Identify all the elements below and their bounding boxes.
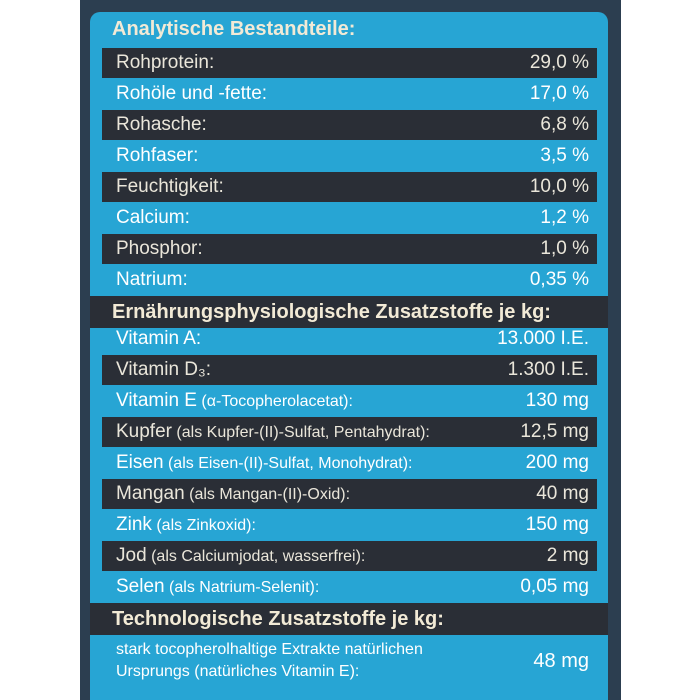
table-row: Vitamin D₃: 1.300 I.E. xyxy=(102,355,597,385)
row-name-note: (als Eisen-(II)-Sulfat, Monohydrat): xyxy=(163,455,413,472)
row-name: Jod (als Calciumjodat, wasserfrei): xyxy=(116,545,365,567)
table-row: Selen (als Natrium-Selenit): 0,05 mg xyxy=(102,572,597,602)
row-name-note: (als Calciumjodat, wasserfrei): xyxy=(146,548,366,565)
row-value: 48 mg xyxy=(533,649,589,672)
row-value: 1,2 % xyxy=(540,207,589,228)
row-value: 200 mg xyxy=(525,452,589,473)
row-value: 40 mg xyxy=(536,483,589,504)
table-row: Phosphor: 1,0 % xyxy=(102,234,597,264)
row-value: 0,35 % xyxy=(529,269,589,290)
table-row: Eisen (als Eisen-(II)-Sulfat, Monohydrat… xyxy=(102,448,597,478)
row-name-main: Eisen xyxy=(116,452,164,473)
table-row: Mangan (als Mangan-(II)-Oxid): 40 mg xyxy=(102,479,597,509)
row-name: Kupfer (als Kupfer-(II)-Sulfat, Pentahyd… xyxy=(116,421,430,443)
section-header-technological-additives: Technologische Zusatzstoffe je kg: xyxy=(90,603,608,635)
row-value: 10,0 % xyxy=(529,176,589,197)
row-name: Rohöle und -fette: xyxy=(116,83,268,104)
row-value: 6,8 % xyxy=(540,114,589,135)
row-name: Vitamin E (α-Tocopherolacetat): xyxy=(116,390,353,412)
row-value: 13.000 I.E. xyxy=(497,328,589,349)
row-value: 12,5 mg xyxy=(520,421,589,442)
row-name: Natrium: xyxy=(116,269,188,290)
row-name: Phosphor: xyxy=(116,238,203,259)
table-row: stark tocopherolhaltige Extrakte natürli… xyxy=(102,632,597,690)
section-header-analytical: Analytische Bestandteile: xyxy=(112,17,356,40)
row-name: Feuchtigkeit: xyxy=(116,176,224,197)
table-row: Vitamin E (α-Tocopherolacetat): 130 mg xyxy=(102,386,597,416)
row-name: Mangan (als Mangan-(II)-Oxid): xyxy=(116,483,350,505)
table-row: Zink (als Zinkoxid): 150 mg xyxy=(102,510,597,540)
row-value: 17,0 % xyxy=(529,83,589,104)
row-value: 130 mg xyxy=(525,390,589,411)
row-value: 2 mg xyxy=(546,545,589,566)
row-name-main: Jod xyxy=(116,545,147,566)
table-row: Rohprotein: 29,0 % xyxy=(102,48,597,78)
row-name: Calcium: xyxy=(116,207,190,228)
table-row: Vitamin A: 13.000 I.E. xyxy=(102,324,597,354)
row-name: Zink (als Zinkoxid): xyxy=(116,514,256,536)
row-name: Vitamin A: xyxy=(116,328,201,350)
row-name-main: Vitamin D₃: xyxy=(116,359,212,380)
table-row: Rohasche: 6,8 % xyxy=(102,110,597,140)
row-name: Vitamin D₃: xyxy=(116,359,211,381)
row-name-main: Kupfer xyxy=(116,421,172,442)
table-row: Feuchtigkeit: 10,0 % xyxy=(102,172,597,202)
row-name: Rohprotein: xyxy=(116,52,215,73)
row-name: Selen (als Natrium-Selenit): xyxy=(116,576,319,598)
row-name: Rohfaser: xyxy=(116,145,199,166)
row-name-main: Vitamin A: xyxy=(116,328,202,349)
table-row: Kupfer (als Kupfer-(II)-Sulfat, Pentahyd… xyxy=(102,417,597,447)
row-value: 1.300 I.E. xyxy=(507,359,589,380)
row-name-main: Mangan xyxy=(116,483,185,504)
row-name-main: Zink xyxy=(116,514,152,535)
row-name-main: Vitamin E xyxy=(116,390,197,411)
table-row: Natrium: 0,35 % xyxy=(102,265,597,295)
row-value: 150 mg xyxy=(525,514,589,535)
row-name: Rohasche: xyxy=(116,114,207,135)
row-name: Eisen (als Eisen-(II)-Sulfat, Monohydrat… xyxy=(116,452,413,474)
row-name-note: (α-Tocopherolacetat): xyxy=(196,393,353,410)
row-name-note: (als Natrium-Selenit): xyxy=(164,579,320,596)
row-name-note: (als Zinkoxid): xyxy=(151,517,256,534)
table-row: Rohfaser: 3,5 % xyxy=(102,141,597,171)
section-header-nutritional-additives: Ernährungsphysiologische Zusatzstoffe je… xyxy=(90,296,608,328)
row-name-main: Selen xyxy=(116,576,165,597)
table-row: Calcium: 1,2 % xyxy=(102,203,597,233)
nutrition-card: Analytische Bestandteile: Rohprotein: 29… xyxy=(90,12,608,700)
table-row: Rohöle und -fette: 17,0 % xyxy=(102,79,597,109)
row-name: stark tocopherolhaltige Extrakte natürli… xyxy=(116,641,423,680)
row-value: 1,0 % xyxy=(540,238,589,259)
table-row: Jod (als Calciumjodat, wasserfrei): 2 mg xyxy=(102,541,597,571)
row-value: 0,05 mg xyxy=(520,576,589,597)
row-name-note: (als Mangan-(II)-Oxid): xyxy=(184,486,351,503)
row-value: 3,5 % xyxy=(540,145,589,166)
row-value: 29,0 % xyxy=(529,52,589,73)
row-name-note: (als Kupfer-(II)-Sulfat, Pentahydrat): xyxy=(171,424,430,441)
